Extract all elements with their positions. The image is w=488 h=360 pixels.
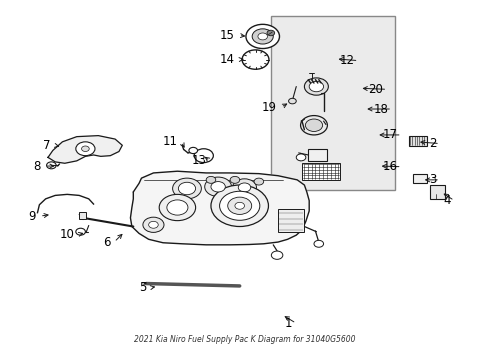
Text: 7: 7 — [43, 139, 50, 152]
Circle shape — [210, 185, 268, 226]
Circle shape — [227, 197, 251, 215]
Bar — [279, 221, 303, 223]
Circle shape — [257, 33, 267, 40]
Bar — [279, 212, 303, 215]
Text: 9: 9 — [28, 210, 36, 222]
Circle shape — [81, 146, 89, 152]
Polygon shape — [48, 136, 122, 163]
Text: 10: 10 — [60, 228, 74, 241]
Circle shape — [296, 154, 305, 161]
Circle shape — [148, 221, 158, 228]
Bar — [279, 210, 303, 212]
Circle shape — [166, 200, 187, 215]
Circle shape — [288, 98, 296, 104]
Circle shape — [305, 119, 322, 131]
Circle shape — [232, 179, 256, 196]
Text: 20: 20 — [368, 83, 383, 96]
Text: 5: 5 — [139, 281, 146, 294]
Text: 18: 18 — [373, 103, 387, 116]
Text: 4: 4 — [442, 194, 449, 207]
Bar — [307, 149, 327, 161]
Text: 13: 13 — [191, 154, 206, 167]
Circle shape — [204, 177, 231, 197]
Circle shape — [230, 176, 239, 183]
Circle shape — [266, 30, 274, 36]
Circle shape — [313, 240, 323, 247]
Circle shape — [238, 183, 250, 192]
Circle shape — [76, 142, 95, 156]
Circle shape — [159, 194, 195, 221]
Bar — [279, 229, 303, 231]
Circle shape — [219, 191, 259, 220]
Text: 16: 16 — [382, 160, 397, 173]
Text: 15: 15 — [220, 29, 234, 42]
Bar — [279, 226, 303, 228]
Text: 1: 1 — [285, 317, 292, 330]
Circle shape — [308, 81, 323, 92]
Text: 17: 17 — [382, 129, 397, 141]
Circle shape — [178, 182, 195, 195]
Bar — [279, 215, 303, 217]
Text: 3: 3 — [428, 174, 435, 186]
Circle shape — [254, 178, 263, 185]
Circle shape — [188, 147, 197, 154]
Text: 11: 11 — [162, 135, 177, 148]
Bar — [429, 185, 444, 199]
Circle shape — [76, 228, 85, 235]
Circle shape — [271, 251, 282, 259]
Circle shape — [234, 202, 244, 209]
Bar — [412, 174, 426, 183]
Circle shape — [304, 78, 328, 95]
Bar — [79, 212, 86, 219]
Text: 12: 12 — [339, 54, 354, 67]
Text: 14: 14 — [220, 53, 234, 66]
Circle shape — [242, 50, 268, 69]
Bar — [279, 224, 303, 225]
Text: 2021 Kia Niro Fuel Supply Pac K Diagram for 31040G5600: 2021 Kia Niro Fuel Supply Pac K Diagram … — [134, 335, 354, 344]
Circle shape — [206, 176, 215, 183]
Text: 8: 8 — [33, 159, 41, 172]
Polygon shape — [130, 171, 308, 245]
Circle shape — [172, 178, 201, 199]
Circle shape — [252, 29, 273, 44]
Bar — [279, 218, 303, 220]
Text: 2: 2 — [428, 137, 435, 150]
Circle shape — [210, 181, 225, 192]
Bar — [302, 163, 340, 180]
Circle shape — [46, 162, 56, 169]
Circle shape — [300, 116, 327, 135]
Circle shape — [245, 24, 279, 49]
Bar — [408, 136, 426, 146]
Text: 6: 6 — [102, 235, 110, 248]
Bar — [270, 16, 395, 190]
Bar — [278, 209, 304, 232]
Circle shape — [194, 149, 213, 163]
Circle shape — [142, 217, 163, 233]
Text: 19: 19 — [262, 101, 277, 114]
